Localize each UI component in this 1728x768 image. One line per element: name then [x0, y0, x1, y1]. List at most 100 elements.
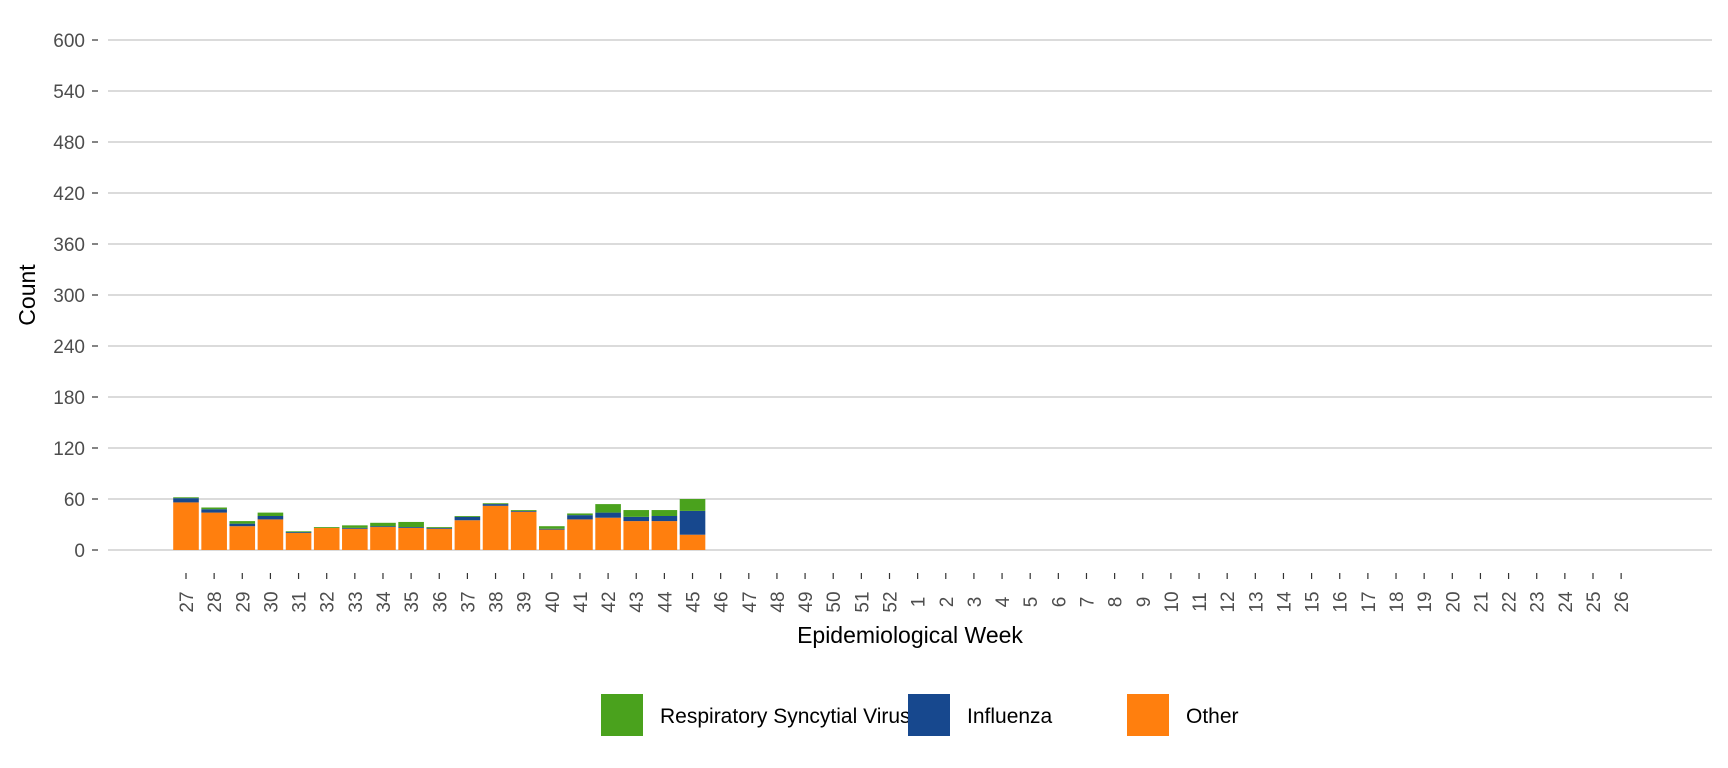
- x-tick-label: 10: [1162, 591, 1183, 612]
- x-tick-label: 16: [1331, 591, 1352, 612]
- bar-influenza: [482, 504, 509, 506]
- bar-respiratory-syncytial-virus: [257, 512, 284, 516]
- x-tick-label: 49: [796, 591, 817, 612]
- y-axis-title: Count: [14, 264, 40, 326]
- bar-other: [426, 528, 453, 550]
- legend-swatch: [908, 694, 950, 736]
- x-tick-label: 43: [627, 591, 648, 612]
- bar-other: [651, 521, 678, 550]
- x-tick-label: 6: [1049, 597, 1070, 608]
- x-tick-label: 45: [684, 591, 705, 612]
- bar-influenza: [173, 498, 199, 503]
- x-tick-label: 34: [374, 591, 395, 613]
- bar-respiratory-syncytial-virus: [454, 516, 481, 517]
- bar-respiratory-syncytial-virus: [510, 510, 537, 511]
- bar-other: [173, 502, 199, 550]
- x-tick-label: 25: [1584, 591, 1605, 612]
- y-tick-label: 240: [53, 337, 85, 358]
- legend-swatch: [1127, 694, 1169, 736]
- bar-respiratory-syncytial-virus: [173, 497, 199, 499]
- y-tick-label: 480: [53, 133, 85, 154]
- bar-influenza: [370, 526, 396, 528]
- bar-influenza: [510, 510, 537, 512]
- x-tick-label: 40: [543, 591, 564, 612]
- x-tick-label: 29: [233, 591, 254, 612]
- legend-label: Influenza: [967, 705, 1053, 728]
- bar-influenza: [229, 523, 256, 527]
- legend-swatch: [601, 694, 643, 736]
- x-tick-label: 22: [1500, 591, 1521, 612]
- legend-label: Respiratory Syncytial Virus: [660, 705, 911, 728]
- x-tick-label: 1: [909, 597, 930, 608]
- x-tick-label: 23: [1528, 591, 1549, 612]
- x-tick-label: 7: [1077, 597, 1098, 608]
- x-tick-label: 35: [402, 591, 423, 612]
- x-tick-label: 32: [318, 591, 339, 612]
- bar-other: [313, 527, 340, 550]
- x-axis-title: Epidemiological Week: [797, 622, 1023, 648]
- bar-influenza: [257, 516, 284, 520]
- x-tick-label: 48: [768, 591, 789, 612]
- bar-other: [595, 517, 621, 550]
- bar-respiratory-syncytial-virus: [679, 499, 706, 511]
- x-tick-label: 21: [1471, 591, 1492, 612]
- bar-influenza: [651, 516, 678, 522]
- legend-label: Other: [1186, 705, 1239, 728]
- bar-influenza: [595, 512, 621, 518]
- bar-influenza: [539, 528, 565, 530]
- y-tick-label: 60: [64, 490, 85, 511]
- y-tick-label: 180: [53, 388, 85, 409]
- bar-influenza: [426, 527, 453, 529]
- bar-influenza: [285, 532, 312, 533]
- x-tick-label: 26: [1612, 591, 1633, 612]
- bar-influenza: [342, 527, 368, 529]
- bar-influenza: [679, 510, 706, 535]
- x-axis: 27 28 29 30 31 32 33 34 35 36 37 38 39 40 41 42 43 44 45 46…: [177, 573, 1633, 613]
- y-tick-label: 420: [53, 184, 85, 205]
- x-tick-label: 27: [177, 591, 198, 612]
- bar-other: [679, 534, 706, 550]
- x-tick-label: 5: [1021, 597, 1042, 608]
- bar-influenza: [567, 515, 593, 520]
- bar-influenza: [454, 516, 481, 521]
- x-tick-label: 20: [1443, 591, 1464, 612]
- y-tick-label: 300: [53, 286, 85, 307]
- x-tick-label: 47: [740, 591, 761, 612]
- x-tick-label: 11: [1190, 592, 1211, 612]
- bar-respiratory-syncytial-virus: [482, 503, 509, 505]
- x-tick-label: 19: [1415, 591, 1436, 612]
- bar-respiratory-syncytial-virus: [370, 522, 396, 527]
- x-tick-label: 50: [824, 591, 845, 612]
- x-tick-label: 52: [881, 591, 902, 612]
- bar-influenza: [623, 516, 650, 522]
- bar-respiratory-syncytial-virus: [229, 521, 256, 524]
- bar-other: [623, 521, 650, 550]
- x-tick-label: 38: [487, 591, 508, 612]
- y-tick-label: 600: [53, 31, 85, 52]
- bar-other: [342, 528, 368, 550]
- bar-respiratory-syncytial-virus: [398, 521, 424, 528]
- bar-other: [398, 527, 424, 550]
- bar-other: [201, 512, 227, 550]
- x-tick-label: 4: [993, 596, 1014, 607]
- bar-other: [482, 505, 509, 550]
- x-tick-label: 46: [712, 591, 733, 612]
- x-tick-label: 9: [1134, 597, 1155, 608]
- bar-other: [567, 519, 593, 550]
- x-tick-label: 12: [1218, 591, 1239, 612]
- bar-respiratory-syncytial-virus: [342, 525, 368, 528]
- bar-respiratory-syncytial-virus: [201, 507, 227, 510]
- bar-respiratory-syncytial-virus: [426, 527, 453, 528]
- x-tick-label: 24: [1556, 591, 1577, 613]
- x-tick-label: 36: [430, 591, 451, 612]
- bar-respiratory-syncytial-virus: [285, 531, 312, 533]
- bar-respiratory-syncytial-virus: [623, 510, 650, 517]
- y-tick-label: 360: [53, 235, 85, 256]
- bar-respiratory-syncytial-virus: [595, 504, 621, 513]
- y-axis: 0 60 120 180 240 300 360 420 480 540 600: [53, 31, 98, 562]
- x-tick-label: 33: [346, 591, 367, 612]
- bars: [173, 497, 706, 550]
- x-tick-label: 2: [937, 597, 958, 608]
- bar-other: [257, 519, 284, 550]
